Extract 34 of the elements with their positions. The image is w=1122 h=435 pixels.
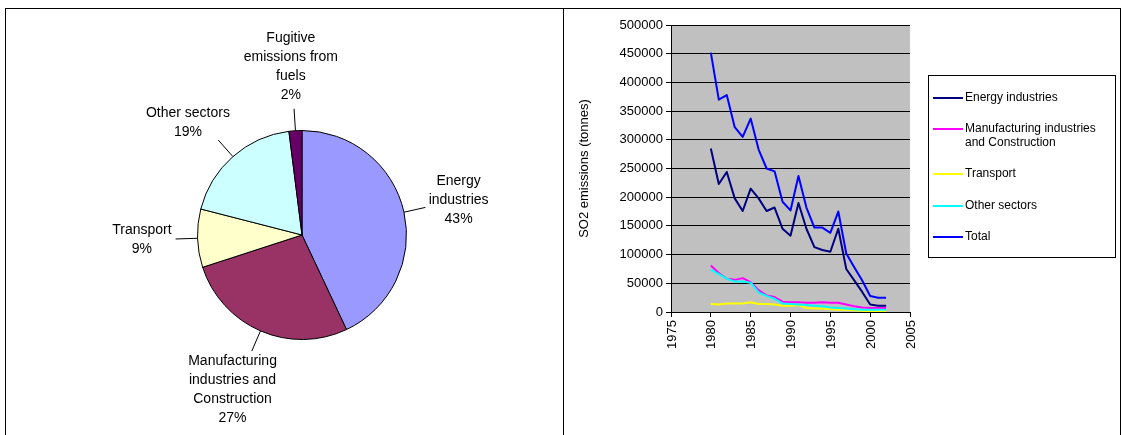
y-tick-label: 150000 bbox=[619, 217, 663, 233]
data-label: 27% bbox=[218, 409, 247, 425]
y-tick-label: 350000 bbox=[619, 102, 663, 118]
data-label: 9% bbox=[131, 240, 152, 257]
legend-label: Transport bbox=[964, 166, 1016, 181]
x-tick-label: 1980 bbox=[703, 320, 719, 349]
y-tick-label: 300000 bbox=[619, 131, 663, 147]
slice-label: Fugitive emissions from fuels bbox=[243, 29, 338, 84]
legend-label: Total bbox=[964, 229, 991, 244]
y-tick-label: 100000 bbox=[619, 246, 663, 262]
x-tick-label: 1985 bbox=[743, 320, 759, 349]
y-tick-label: 50000 bbox=[626, 274, 663, 290]
y-axis-title: SO2 emissions (tonnes) bbox=[576, 99, 592, 238]
legend-label: Other sectors bbox=[964, 197, 1038, 212]
data-label: 43% bbox=[444, 210, 473, 227]
x-tick-label: 2000 bbox=[862, 320, 878, 349]
y-tick-label: 500000 bbox=[619, 16, 663, 32]
x-tick-label: 1975 bbox=[663, 320, 679, 349]
data-label: 2% bbox=[280, 86, 301, 103]
slice-label: Manufacturing industries and Construction bbox=[188, 352, 277, 406]
slice-label: Other sectors bbox=[145, 104, 230, 121]
slice-label: Energy industries bbox=[428, 172, 489, 208]
legend-label: Manufacturing industries and Construction bbox=[964, 121, 1097, 150]
y-tick-label: 400000 bbox=[619, 73, 663, 89]
x-tick-label: 1990 bbox=[783, 320, 798, 349]
y-tick-label: 200000 bbox=[619, 188, 663, 204]
y-tick-label: 450000 bbox=[619, 45, 663, 61]
y-tick-label: 250000 bbox=[619, 160, 663, 176]
slice-label: Transport bbox=[112, 221, 172, 238]
y-tick-label: 0 bbox=[655, 303, 663, 319]
data-label: 19% bbox=[173, 123, 202, 140]
x-tick-label: 1995 bbox=[822, 320, 838, 349]
legend-label: Energy industries bbox=[964, 89, 1058, 104]
x-tick-label: 2005 bbox=[902, 320, 918, 349]
